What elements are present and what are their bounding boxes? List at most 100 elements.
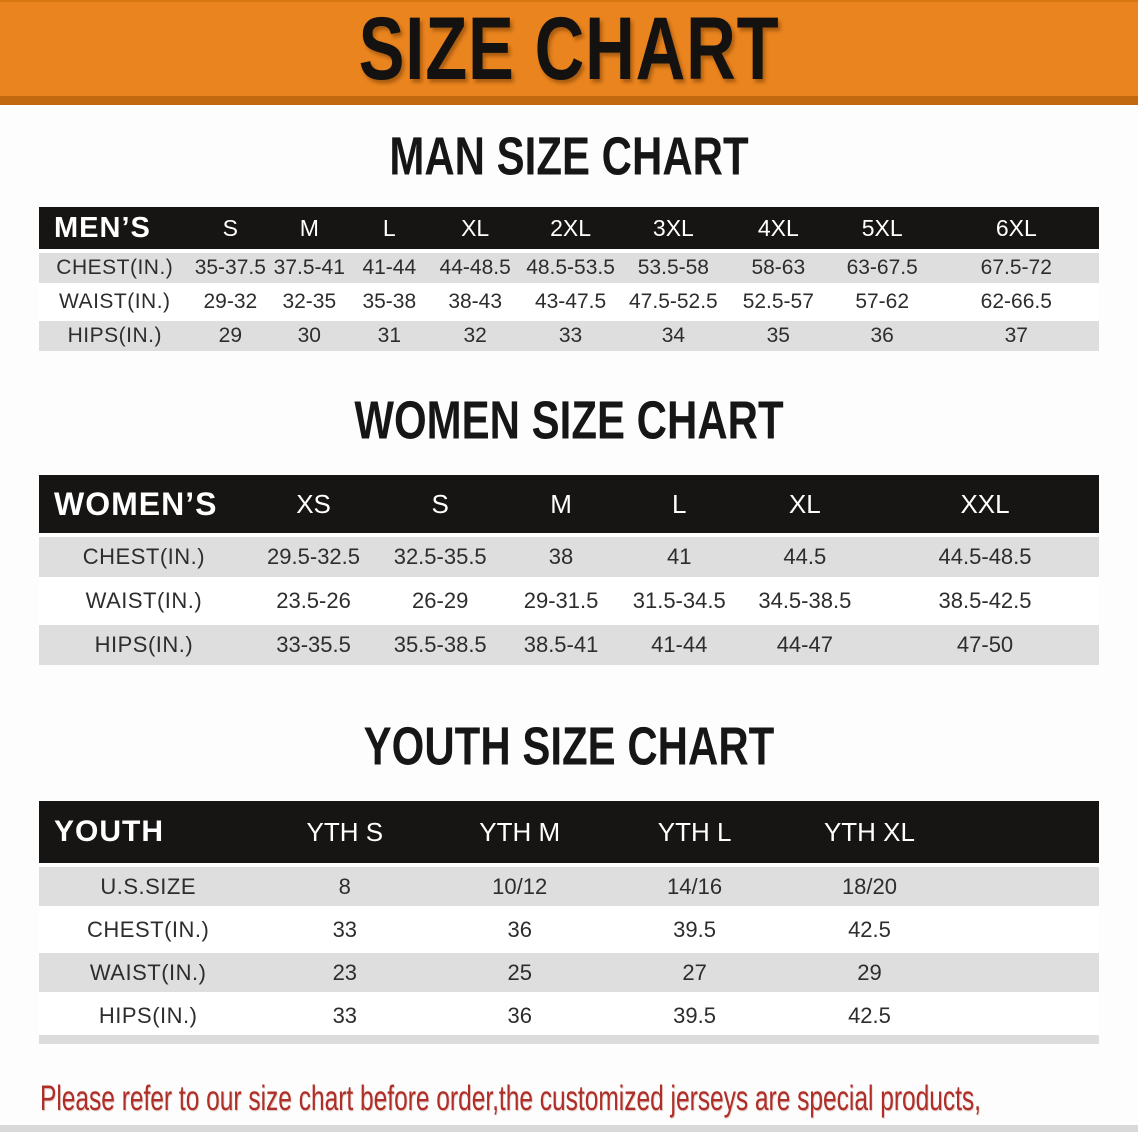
measurement-value: 52.5-57 (725, 283, 831, 319)
size-header-cell: 2XL (520, 207, 621, 251)
measurement-value: 36 (830, 317, 934, 351)
youth-section-heading: YOUTH SIZE CHART (363, 715, 775, 777)
youth-table-header: YOUTH YTH S YTH M YTH L YTH XL (39, 801, 1099, 865)
measurement-label: HIPS(IN.) (39, 317, 191, 351)
measurement-value: 29.5-32.5 (248, 533, 379, 579)
banner: SIZE CHART (0, 0, 1138, 105)
measurement-label: WAIST(IN.) (39, 577, 249, 623)
measurement-value: 38 (502, 533, 620, 579)
spacer-cell (956, 863, 1099, 908)
table-title-cell: WOMEN’S (39, 475, 249, 535)
size-header-cell: L (619, 475, 739, 535)
size-header-cell: L (348, 207, 431, 251)
measurement-row: U.S.SIZE 8 10/12 14/16 18/20 (39, 863, 1099, 908)
section-men: MAN SIZE CHART MEN’S S M L XL 2XL 3XL 4XL 5XL 6XL… (0, 126, 1138, 351)
measurement-value: 35-38 (348, 283, 431, 319)
measurement-value: 44.5-48.5 (871, 533, 1099, 579)
measurement-value: 38.5-41 (502, 621, 620, 665)
measurement-value: 32 (430, 317, 521, 351)
measurement-row: HIPS(IN.) 33 36 39.5 42.5 (39, 992, 1099, 1040)
measurement-label: HIPS(IN.) (39, 621, 249, 665)
measurement-value: 41-44 (348, 249, 431, 285)
header-row: YOUTH YTH S YTH M YTH L YTH XL (39, 801, 1099, 865)
spacer-cell (956, 801, 1099, 865)
measurement-value: 39.5 (607, 992, 783, 1040)
measurement-value: 39.5 (607, 906, 783, 951)
measurement-value: 14/16 (607, 863, 783, 908)
size-header-cell: S (190, 207, 271, 251)
size-header-cell: 5XL (830, 207, 934, 251)
disclaimer-line-1: Please refer to our size chart before or… (40, 1079, 981, 1118)
men-table-body: CHEST(IN.) 35-37.5 37.5-41 41-44 44-48.5 48.5… (39, 249, 1099, 351)
measurement-value: 34.5-38.5 (738, 577, 872, 623)
measurement-row: CHEST(IN.) 29.5-32.5 32.5-35.5 38 41 44.5 44.5… (39, 533, 1099, 579)
measurement-value: 29 (190, 317, 271, 351)
measurement-label: CHEST(IN.) (39, 533, 249, 579)
measurement-value: 35.5-38.5 (378, 621, 503, 665)
size-header-cell: YTH XL (782, 801, 957, 865)
measurement-value: 41 (619, 533, 739, 579)
measurement-value: 36 (432, 906, 608, 951)
measurement-value: 42.5 (782, 992, 957, 1040)
measurement-value: 23 (257, 949, 433, 994)
measurement-value: 31.5-34.5 (619, 577, 739, 623)
bottom-divider (0, 1125, 1138, 1132)
header-row: MEN’S S M L XL 2XL 3XL 4XL 5XL 6XL (39, 207, 1099, 251)
measurement-value: 29-32 (190, 283, 271, 319)
size-header-cell: XS (248, 475, 379, 535)
measurement-value: 30 (270, 317, 349, 351)
size-header-cell: XL (738, 475, 872, 535)
measurement-value: 41-44 (619, 621, 739, 665)
measurement-label: CHEST(IN.) (39, 906, 258, 951)
youth-size-table: YOUTH YTH S YTH M YTH L YTH XL U.S.SIZE 8 10/1… (39, 801, 1099, 1044)
spacer-cell (956, 906, 1099, 951)
measurement-row: HIPS(IN.) 33-35.5 35.5-38.5 38.5-41 41-44 44-… (39, 621, 1099, 665)
women-size-table: WOMEN’S XS S M L XL XXL CHEST(IN.) 29.5-32.5 32.… (39, 475, 1099, 665)
order-disclaimer: Please refer to our size chart before or… (40, 1074, 1138, 1132)
section-youth: YOUTH SIZE CHART YOUTH YTH S YTH M YTH L YTH… (0, 715, 1138, 1044)
spacer-cell (956, 949, 1099, 994)
measurement-value: 33 (257, 992, 433, 1040)
men-size-table: MEN’S S M L XL 2XL 3XL 4XL 5XL 6XL CHEST(IN.) 35-3… (39, 207, 1099, 351)
measurement-value: 23.5-26 (248, 577, 379, 623)
size-header-cell: XXL (871, 475, 1099, 535)
measurement-value: 34 (620, 317, 726, 351)
size-header-cell: M (270, 207, 349, 251)
measurement-value: 37.5-41 (270, 249, 349, 285)
measurement-value: 35-37.5 (190, 249, 271, 285)
size-header-cell: 3XL (620, 207, 726, 251)
measurement-value: 31 (348, 317, 431, 351)
measurement-value: 43-47.5 (520, 283, 621, 319)
measurement-row: WAIST(IN.) 23.5-26 26-29 29-31.5 31.5-34.5 34… (39, 577, 1099, 623)
measurement-label: CHEST(IN.) (39, 249, 191, 285)
measurement-value: 44.5 (738, 533, 872, 579)
header-row: WOMEN’S XS S M L XL XXL (39, 475, 1099, 535)
size-header-cell: S (378, 475, 503, 535)
measurement-value: 8 (257, 863, 433, 908)
measurement-value: 29 (782, 949, 957, 994)
measurement-value: 32-35 (270, 283, 349, 319)
size-header-cell: YTH S (257, 801, 433, 865)
measurement-value: 37 (933, 317, 1099, 351)
measurement-value: 67.5-72 (933, 249, 1099, 285)
measurement-value: 47.5-52.5 (620, 283, 726, 319)
measurement-row: CHEST(IN.) 35-37.5 37.5-41 41-44 44-48.5 48.5… (39, 249, 1099, 285)
size-header-cell: XL (430, 207, 521, 251)
size-header-cell: YTH M (432, 801, 608, 865)
women-table-header: WOMEN’S XS S M L XL XXL (39, 475, 1099, 535)
measurement-value: 47-50 (871, 621, 1099, 665)
measurement-value: 58-63 (725, 249, 831, 285)
size-header-cell: 4XL (725, 207, 831, 251)
measurement-value: 38.5-42.5 (871, 577, 1099, 623)
table-title-cell: MEN’S (39, 207, 191, 251)
measurement-label: HIPS(IN.) (39, 992, 258, 1040)
section-women: WOMEN SIZE CHART WOMEN’S XS S M L XL XXL CHEST… (0, 390, 1138, 665)
measurement-label: U.S.SIZE (39, 863, 258, 908)
youth-table-body: U.S.SIZE 8 10/12 14/16 18/20 CHEST(IN.) 33 36 39… (39, 863, 1099, 1040)
measurement-value: 33 (520, 317, 621, 351)
measurement-value: 25 (432, 949, 608, 994)
measurement-value: 62-66.5 (933, 283, 1099, 319)
measurement-value: 38-43 (430, 283, 521, 319)
measurement-value: 10/12 (432, 863, 608, 908)
